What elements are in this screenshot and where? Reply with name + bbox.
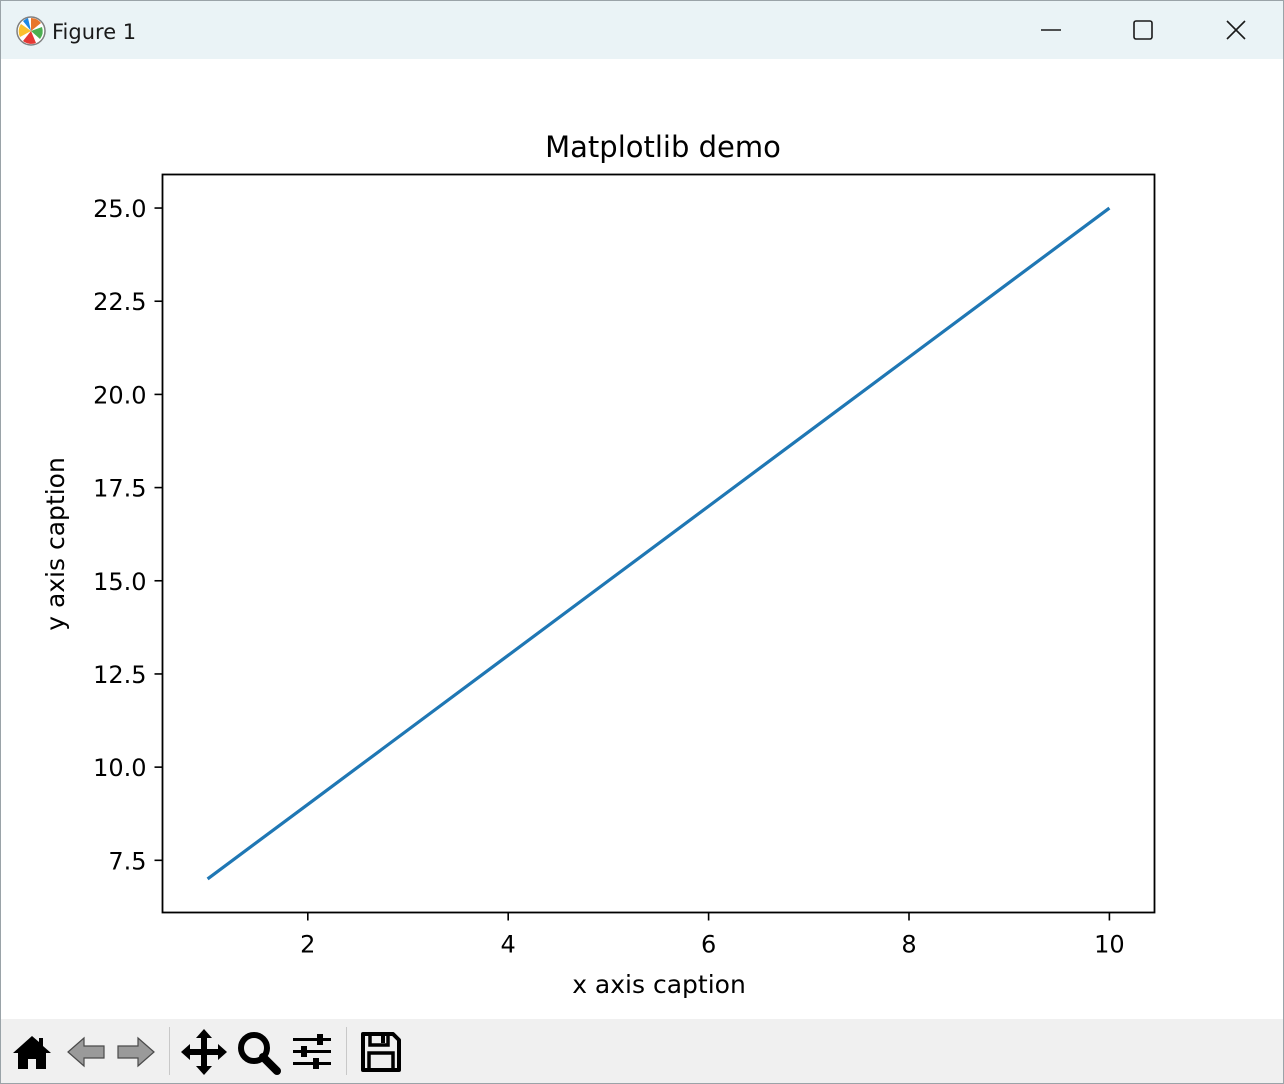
configure-subplots-icon bbox=[293, 1034, 331, 1069]
forward-arrow-icon bbox=[117, 1036, 155, 1068]
back-button[interactable] bbox=[61, 1027, 111, 1077]
toolbar-separator bbox=[346, 1027, 347, 1075]
x-tick-label: 8 bbox=[901, 931, 916, 959]
y-tick-label: 25.0 bbox=[93, 195, 146, 223]
y-axis-ticks: 7.5 10.0 12.5 15.0 17.5 20.0 22.5 25.0 bbox=[93, 195, 163, 875]
x-tick-label: 4 bbox=[501, 931, 516, 959]
title-bar[interactable]: Figure 1 bbox=[1, 1, 1283, 59]
close-button[interactable] bbox=[1190, 1, 1282, 59]
save-button[interactable] bbox=[356, 1027, 406, 1077]
home-button[interactable] bbox=[7, 1027, 57, 1077]
close-icon bbox=[1226, 20, 1246, 40]
pan-move-icon bbox=[181, 1029, 227, 1075]
maximize-icon bbox=[1133, 20, 1153, 40]
home-icon bbox=[13, 1036, 51, 1069]
line-chart: Matplotlib demo 2 4 6 8 10 7.5 10.0 12.5 15.0 17… bbox=[41, 130, 1156, 999]
x-tick-label: 10 bbox=[1094, 931, 1125, 959]
maximize-button[interactable] bbox=[1097, 1, 1189, 59]
y-tick-label: 12.5 bbox=[93, 661, 146, 689]
x-tick-label: 2 bbox=[300, 931, 315, 959]
minimize-icon bbox=[1041, 29, 1061, 31]
series-line-1 bbox=[206, 206, 1111, 881]
x-tick-label: 6 bbox=[701, 931, 716, 959]
pan-button[interactable] bbox=[179, 1027, 229, 1077]
toolbar-separator bbox=[169, 1027, 170, 1075]
y-tick-label: 17.5 bbox=[93, 475, 146, 503]
y-tick-label: 10.0 bbox=[93, 754, 146, 782]
y-tick-label: 15.0 bbox=[93, 568, 146, 596]
back-arrow-icon bbox=[67, 1036, 105, 1068]
series-layer bbox=[206, 206, 1111, 881]
chart-title: Matplotlib demo bbox=[545, 130, 781, 164]
y-tick-label: 20.0 bbox=[93, 381, 146, 409]
save-floppy-icon bbox=[361, 1032, 401, 1072]
x-axis-label: x axis caption bbox=[572, 970, 746, 999]
configure-subplots-button[interactable] bbox=[287, 1027, 337, 1077]
figure-canvas[interactable]: Matplotlib demo 2 4 6 8 10 7.5 10.0 12.5 15.0 17… bbox=[1, 59, 1283, 1019]
zoom-magnifier-icon bbox=[238, 1032, 281, 1075]
y-tick-label: 22.5 bbox=[93, 288, 146, 316]
matplotlib-logo-icon bbox=[15, 15, 47, 47]
forward-button[interactable] bbox=[111, 1027, 161, 1077]
zoom-button[interactable] bbox=[233, 1027, 283, 1077]
y-axis-label: y axis caption bbox=[41, 457, 70, 631]
x-axis-ticks: 2 4 6 8 10 bbox=[300, 912, 1125, 959]
navigation-toolbar bbox=[1, 1019, 1283, 1083]
minimize-button[interactable] bbox=[1005, 1, 1097, 59]
y-tick-label: 7.5 bbox=[108, 847, 146, 875]
window-title: Figure 1 bbox=[52, 20, 137, 44]
